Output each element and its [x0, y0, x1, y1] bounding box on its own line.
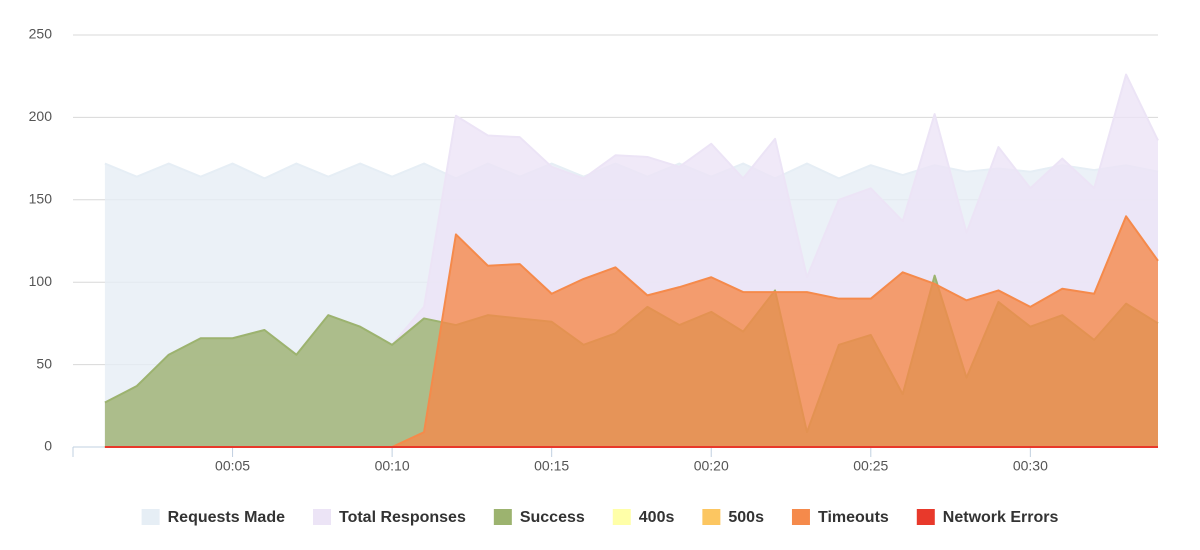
legend-swatch: [141, 509, 160, 525]
legend-item: Success: [493, 509, 585, 526]
legend-swatch: [612, 509, 631, 525]
legend-label: Total Responses: [339, 509, 466, 526]
legend-swatch: [916, 509, 935, 525]
legend-item: Requests Made: [141, 509, 285, 526]
x-tick-label: 00:10: [375, 458, 410, 474]
plot-area: 0 50 100 150 200 250 00:05 00:10 00:15 00:20 00:25…: [29, 26, 1159, 474]
legend-item: Total Responses: [312, 509, 466, 526]
y-tick-label: 100: [29, 273, 53, 289]
legend-label: Requests Made: [168, 509, 285, 526]
legend-label: 400s: [639, 509, 675, 526]
legend-item: 400s: [612, 509, 675, 526]
legend-swatch: [702, 509, 721, 525]
x-tick-label: 00:15: [534, 458, 569, 474]
legend-label: Success: [520, 509, 585, 526]
x-tick-label: 00:25: [853, 458, 888, 474]
legend: Requests Made Total Responses Success 400s 5…: [141, 509, 1059, 526]
y-tick-label: 200: [29, 108, 53, 124]
x-tick-label: 00:20: [694, 458, 729, 474]
y-tick-label: 50: [36, 355, 52, 371]
legend-item: Timeouts: [791, 509, 889, 526]
legend-label: Timeouts: [818, 509, 889, 526]
x-tick-label: 00:30: [1013, 458, 1048, 474]
legend-swatch: [312, 509, 331, 525]
legend-label: Network Errors: [943, 509, 1059, 526]
area-fill: [104, 216, 1159, 447]
legend-item: 500s: [702, 509, 764, 526]
legend-item: Network Errors: [916, 509, 1059, 526]
y-tick-label: 0: [44, 438, 52, 454]
y-tick-label: 250: [29, 26, 53, 42]
legend-swatch: [493, 509, 512, 525]
y-tick-label: 150: [29, 191, 53, 207]
x-tick-label: 00:05: [215, 458, 250, 474]
legend-label: 500s: [728, 509, 764, 526]
legend-swatch: [791, 509, 810, 525]
